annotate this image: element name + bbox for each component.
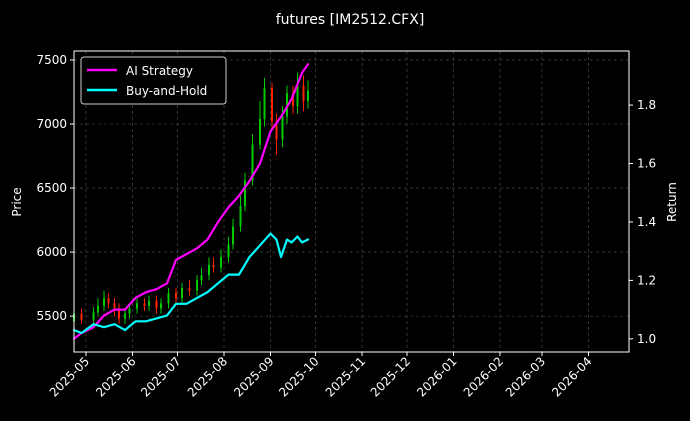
candle-body — [175, 293, 177, 299]
buy-and-hold-line — [72, 232, 310, 335]
series-layer — [72, 63, 310, 340]
candle-body — [307, 90, 309, 101]
left-tick-label: 7500 — [36, 53, 67, 67]
candle-body — [188, 287, 191, 291]
legend: AI Strategy Buy-and-Hold — [80, 56, 227, 105]
candle-body — [97, 305, 99, 313]
candle-body — [281, 116, 284, 140]
right-tick-label: 1.4 — [637, 215, 656, 229]
candle-body — [232, 226, 234, 245]
candle-body — [124, 313, 126, 319]
candle-body — [208, 264, 210, 276]
left-tick-label: 6500 — [36, 181, 67, 195]
candle-body — [244, 180, 246, 206]
candle-body — [220, 257, 222, 268]
candle-body — [302, 85, 305, 101]
left-tick-label: 6000 — [36, 245, 67, 259]
right-tick-label: 1.0 — [637, 332, 656, 346]
ai-strategy-line — [72, 63, 310, 340]
candle-body — [118, 308, 120, 319]
candle-body — [196, 280, 198, 291]
left-tick-label: 7000 — [36, 117, 67, 131]
candle-body — [167, 293, 170, 304]
candle-body — [113, 303, 116, 309]
candle-body — [239, 205, 242, 227]
candle-body — [103, 298, 105, 306]
right-tick-label: 1.2 — [637, 273, 656, 287]
candle-body — [275, 121, 278, 140]
chart-title: futures [IM2512.CFX] — [276, 12, 425, 28]
candle-body — [263, 88, 266, 119]
candle-body — [292, 93, 294, 107]
candle-body — [181, 287, 183, 299]
candle-body — [160, 303, 162, 309]
candle-body — [107, 298, 110, 304]
plot-frame — [73, 50, 630, 353]
candle-body — [212, 264, 215, 268]
candle-body — [259, 118, 261, 145]
candle-body — [251, 144, 254, 181]
right-axis-title: Return — [665, 182, 679, 222]
candle-body — [227, 244, 230, 258]
legend-label-bh: Buy-and-Hold — [126, 84, 207, 98]
left-axis-title: Price — [10, 187, 24, 216]
right-tick-label: 1.8 — [637, 98, 656, 112]
candle-body — [155, 300, 158, 309]
candle-body — [80, 313, 83, 320]
legend-label-ai: AI Strategy — [126, 64, 193, 78]
legend-box — [80, 56, 227, 105]
candle-body — [148, 300, 150, 306]
left-tick-label: 5500 — [36, 309, 67, 323]
candle-body — [92, 312, 95, 320]
candle-body — [296, 85, 299, 107]
candle-body — [128, 308, 131, 314]
candle-body — [143, 303, 146, 306]
candle-body — [136, 303, 138, 309]
candle-body — [271, 88, 273, 122]
right-tick-label: 1.6 — [637, 157, 656, 171]
candle-body — [200, 275, 203, 281]
